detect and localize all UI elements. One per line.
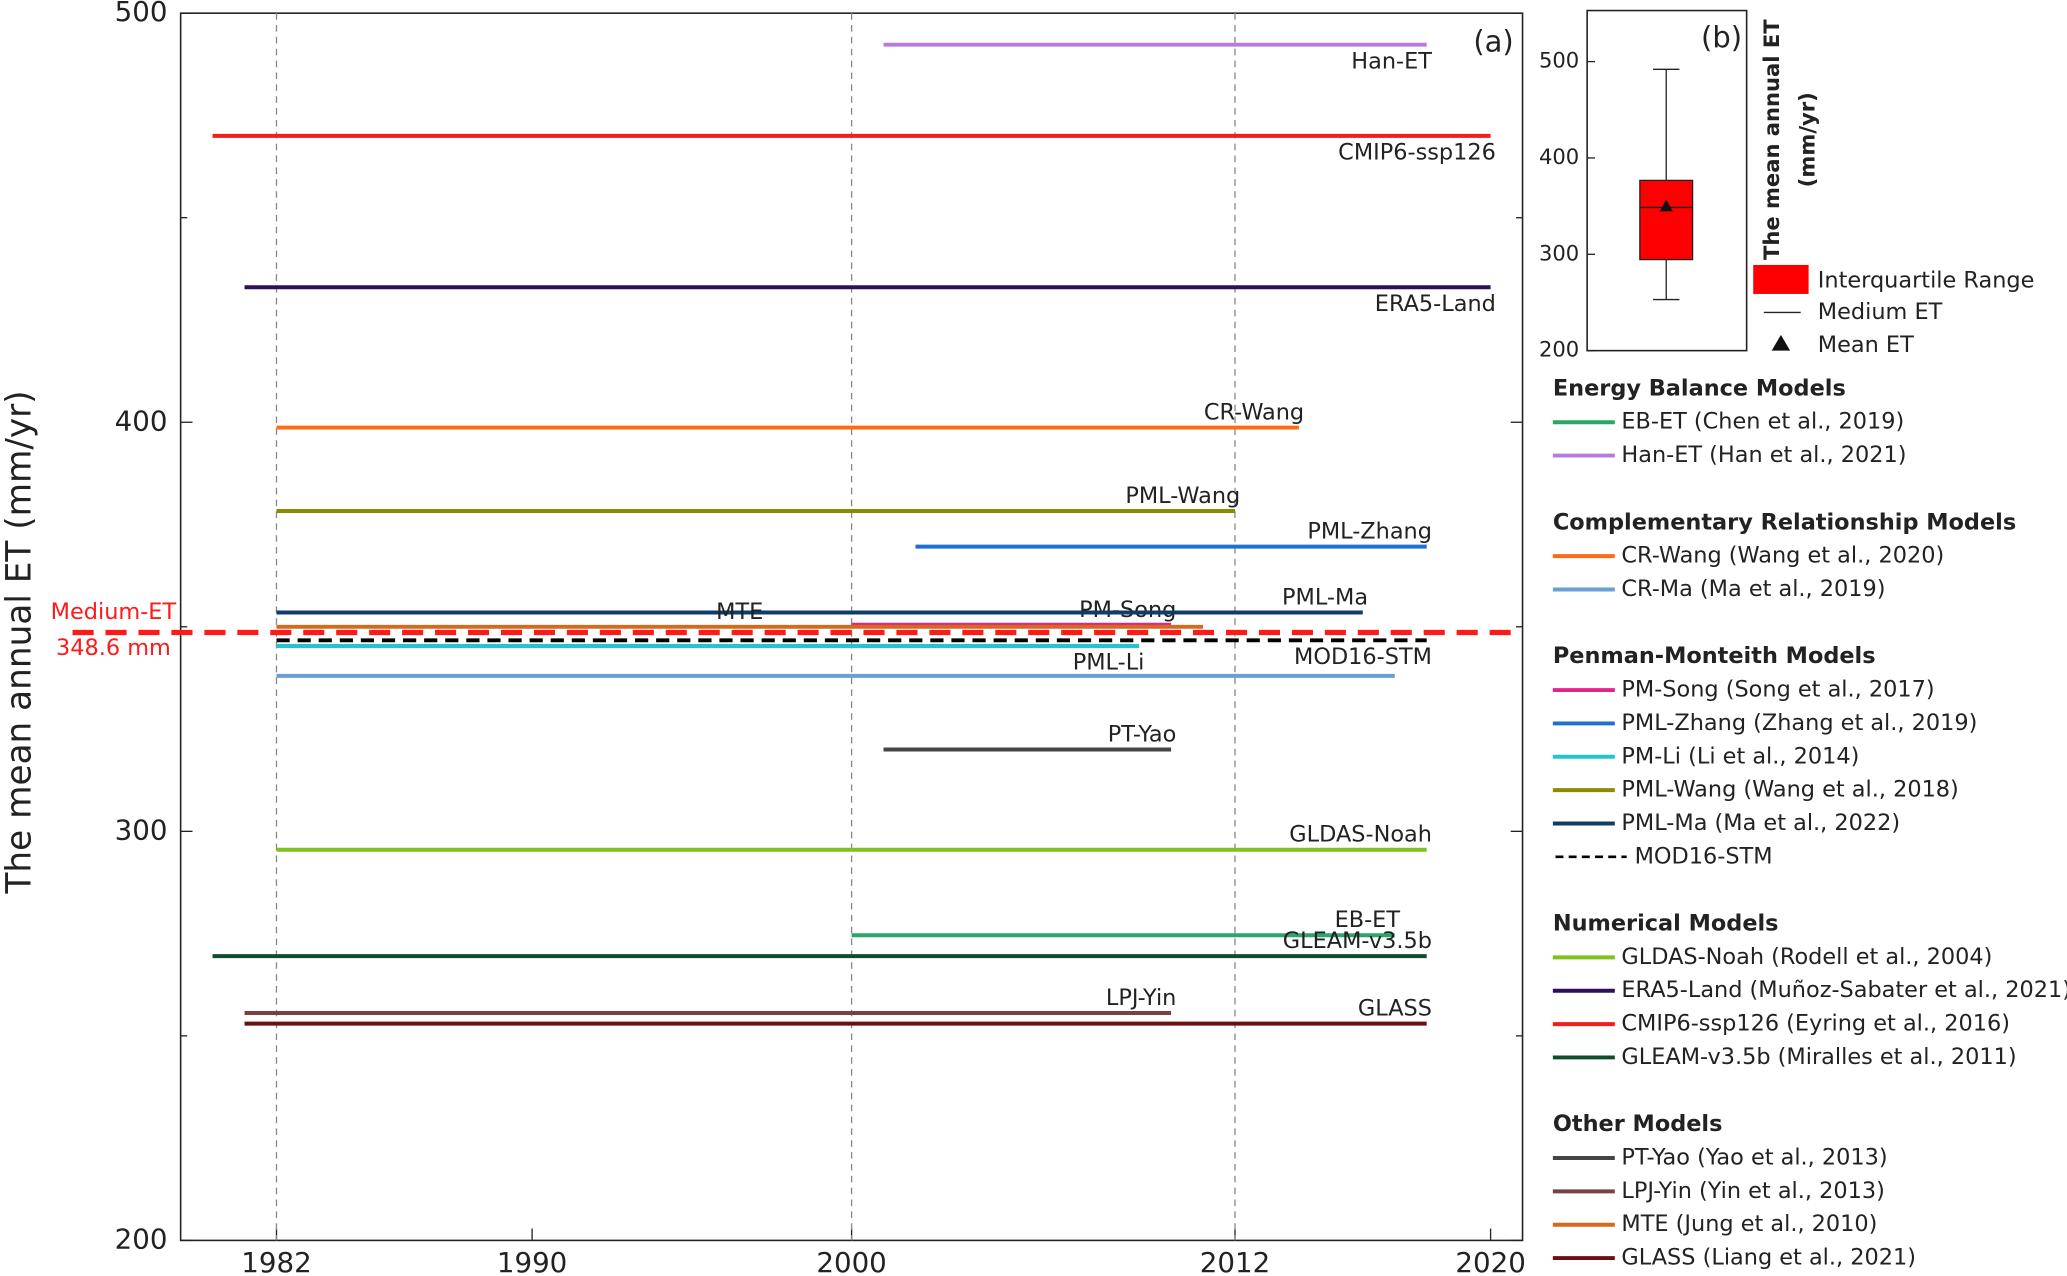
segment-label: PT-Yao <box>1108 722 1177 748</box>
legend-label: GLASS (Liang et al., 2021) <box>1621 1245 1916 1271</box>
box-frame <box>1586 9 1748 352</box>
y-tick-label: 400 <box>1539 144 1579 169</box>
segment-label: PML-Ma <box>1282 584 1368 610</box>
y-tick-label: 400 <box>115 404 168 437</box>
legend-label: PML-Zhang (Zhang et al., 2019) <box>1621 710 1977 736</box>
legend-label: PM-Song (Song et al., 2017) <box>1621 677 1934 703</box>
legend-label: GLDAS-Noah (Rodell et al., 2004) <box>1621 944 1992 970</box>
legend-label: LPJ-Yin (Yin et al., 2013) <box>1621 1178 1884 1204</box>
legend-label: PML-Ma (Ma et al., 2022) <box>1621 810 1900 836</box>
segment-label: PML-Zhang <box>1307 519 1432 545</box>
legend-label: CMIP6-ssp126 (Eyring et al., 2016) <box>1621 1011 2010 1037</box>
mean-marker <box>1659 199 1673 212</box>
legend-group-title: Numerical Models <box>1553 911 1779 937</box>
legend-group-title: Penman-Monteith Models <box>1553 643 1876 669</box>
box <box>1639 179 1694 261</box>
reference-label: 348.6 mm <box>56 635 171 661</box>
legend-label: CR-Wang (Wang et al., 2020) <box>1621 543 1944 569</box>
y-tick-label: 200 <box>115 1222 168 1255</box>
legend-swatch <box>1771 334 1791 351</box>
segment-label: LPJ-Yin <box>1106 985 1177 1011</box>
legend-label: GLEAM-v3.5b (Miralles et al., 2011) <box>1621 1044 2016 1070</box>
legend-group-title: Other Models <box>1553 1111 1723 1137</box>
legend-label: MOD16-STM <box>1635 843 1773 869</box>
legend-label: ERA5-Land (Muñoz-Sabater et al., 2021) <box>1621 977 2067 1003</box>
reference-label: Medium-ET <box>51 599 177 625</box>
legend-group-title: Complementary Relationship Models <box>1553 509 2016 535</box>
segment-label: MTE <box>716 599 763 625</box>
legend-label: Medium ET <box>1818 299 1943 325</box>
legend-label: MTE (Jung et al., 2010) <box>1621 1211 1877 1237</box>
y-axis-label: The mean annual ET <box>1759 19 1784 260</box>
y-tick-label: 500 <box>115 0 168 28</box>
x-tick-label: 2020 <box>1455 1246 1525 1276</box>
x-tick-label: 1982 <box>241 1246 311 1276</box>
segment-label: GLASS <box>1358 996 1432 1022</box>
segment-label: GLDAS-Noah <box>1289 822 1432 848</box>
segment-label: Han-ET <box>1351 48 1432 74</box>
segment-label: MOD16-STM <box>1294 644 1432 670</box>
legend-label: Interquartile Range <box>1818 267 2035 293</box>
legend-label: CR-Ma (Ma et al., 2019) <box>1621 576 1885 602</box>
legend-label: PM-Li (Li et al., 2014) <box>1621 743 1859 769</box>
segment-label: ERA5-Land <box>1375 291 1496 317</box>
legend-label: PT-Yao (Yao et al., 2013) <box>1621 1145 1887 1171</box>
y-tick-label: 300 <box>115 813 168 846</box>
legend-label: PML-Wang (Wang et al., 2018) <box>1621 777 1958 803</box>
segment-label: PM-Song <box>1079 597 1176 623</box>
y-axis-label: (mm/yr) <box>1795 92 1820 187</box>
x-tick-label: 1990 <box>497 1246 567 1276</box>
segment-label: CR-Wang <box>1204 400 1304 426</box>
y-tick-label: 300 <box>1539 240 1579 265</box>
x-tick-label: 2000 <box>816 1246 886 1276</box>
y-tick-label: 200 <box>1539 337 1579 362</box>
panel-label: (b) <box>1701 21 1742 55</box>
panel-label: (a) <box>1473 25 1513 59</box>
y-tick-label: 500 <box>1539 48 1579 73</box>
segment-label: EB-ET <box>1335 907 1401 933</box>
x-tick-label: 2012 <box>1200 1246 1270 1276</box>
legend-group-title: Energy Balance Models <box>1553 375 1846 401</box>
legend-label: EB-ET (Chen et al., 2019) <box>1621 409 1904 435</box>
legend-label: Mean ET <box>1818 332 1914 358</box>
segment-label: GLEAM-v3.5b <box>1283 928 1432 954</box>
segment-label: PML-Wang <box>1125 483 1240 509</box>
legend-label: Han-ET (Han et al., 2021) <box>1621 442 1906 468</box>
segment-label: CMIP6-ssp126 <box>1338 140 1496 166</box>
y-axis-label: The mean annual ET (mm/yr) <box>0 390 40 894</box>
segment-label: PML-Li <box>1073 650 1145 676</box>
legend-swatch <box>1753 264 1809 294</box>
